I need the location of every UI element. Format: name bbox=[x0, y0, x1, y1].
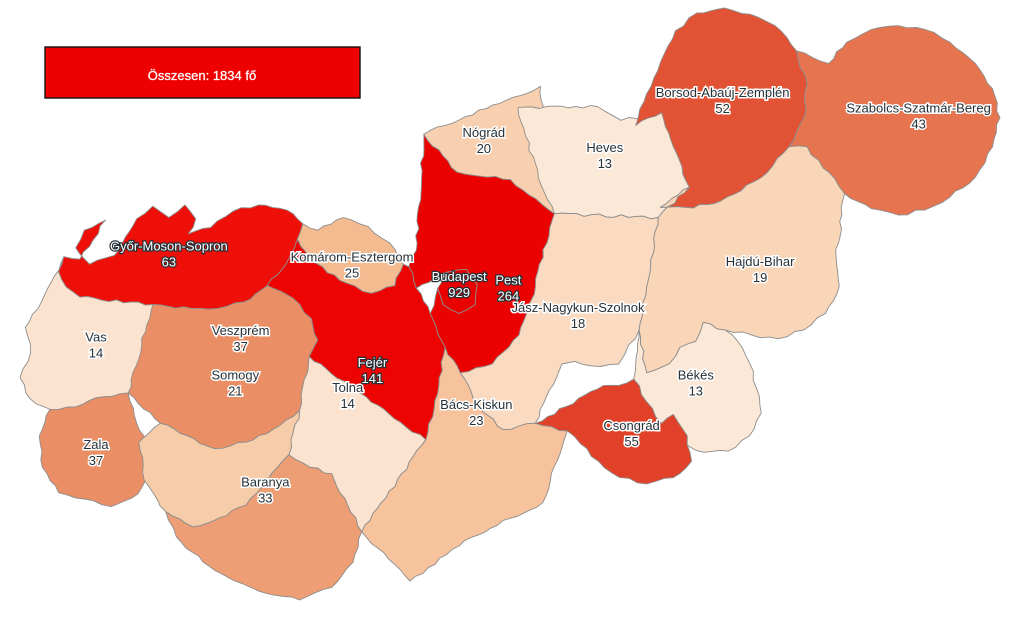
svg-text:37: 37 bbox=[233, 339, 247, 354]
svg-text:Csongrád: Csongrád bbox=[603, 418, 659, 433]
svg-text:Zala: Zala bbox=[83, 437, 109, 452]
svg-text:Békés: Békés bbox=[678, 367, 715, 382]
svg-text:21: 21 bbox=[228, 383, 242, 398]
svg-text:Heves: Heves bbox=[586, 140, 623, 155]
svg-text:14: 14 bbox=[89, 346, 103, 361]
svg-text:Vas: Vas bbox=[85, 330, 107, 345]
svg-text:141: 141 bbox=[362, 371, 384, 386]
svg-text:Szabolcs-Szatmár-Bereg: Szabolcs-Szatmár-Bereg bbox=[846, 100, 991, 115]
svg-text:929: 929 bbox=[448, 285, 470, 300]
svg-text:Jász-Nagykun-Szolnok: Jász-Nagykun-Szolnok bbox=[512, 300, 645, 315]
svg-text:Tolna: Tolna bbox=[332, 380, 364, 395]
svg-text:Győr-Moson-Sopron: Győr-Moson-Sopron bbox=[110, 239, 228, 254]
svg-text:18: 18 bbox=[571, 316, 585, 331]
svg-text:Veszprém: Veszprém bbox=[212, 323, 270, 338]
svg-text:14: 14 bbox=[340, 396, 354, 411]
svg-text:Budapest: Budapest bbox=[432, 269, 487, 284]
svg-text:Hajdú-Bihar: Hajdú-Bihar bbox=[726, 254, 795, 269]
svg-text:19: 19 bbox=[753, 270, 767, 285]
svg-text:43: 43 bbox=[911, 116, 925, 131]
svg-text:Baranya: Baranya bbox=[241, 475, 290, 490]
svg-text:Komárom-Esztergom: Komárom-Esztergom bbox=[291, 249, 414, 264]
svg-text:20: 20 bbox=[477, 141, 491, 156]
svg-text:Fejér: Fejér bbox=[358, 355, 388, 370]
svg-text:55: 55 bbox=[624, 434, 638, 449]
svg-text:Összesen: 1834 fő: Összesen: 1834 fő bbox=[148, 68, 256, 83]
svg-text:25: 25 bbox=[345, 265, 359, 280]
svg-text:Borsod-Abaúj-Zemplén: Borsod-Abaúj-Zemplén bbox=[656, 85, 790, 100]
svg-text:37: 37 bbox=[89, 453, 103, 468]
svg-text:63: 63 bbox=[162, 255, 176, 270]
svg-text:33: 33 bbox=[258, 491, 272, 506]
svg-text:Bács-Kiskun: Bács-Kiskun bbox=[440, 397, 512, 412]
svg-text:23: 23 bbox=[469, 413, 483, 428]
svg-text:13: 13 bbox=[689, 383, 703, 398]
svg-text:Pest: Pest bbox=[495, 273, 521, 288]
svg-text:Somogy: Somogy bbox=[211, 367, 259, 382]
svg-text:52: 52 bbox=[715, 101, 729, 116]
svg-text:13: 13 bbox=[598, 156, 612, 171]
svg-text:Nógrád: Nógrád bbox=[462, 125, 505, 140]
